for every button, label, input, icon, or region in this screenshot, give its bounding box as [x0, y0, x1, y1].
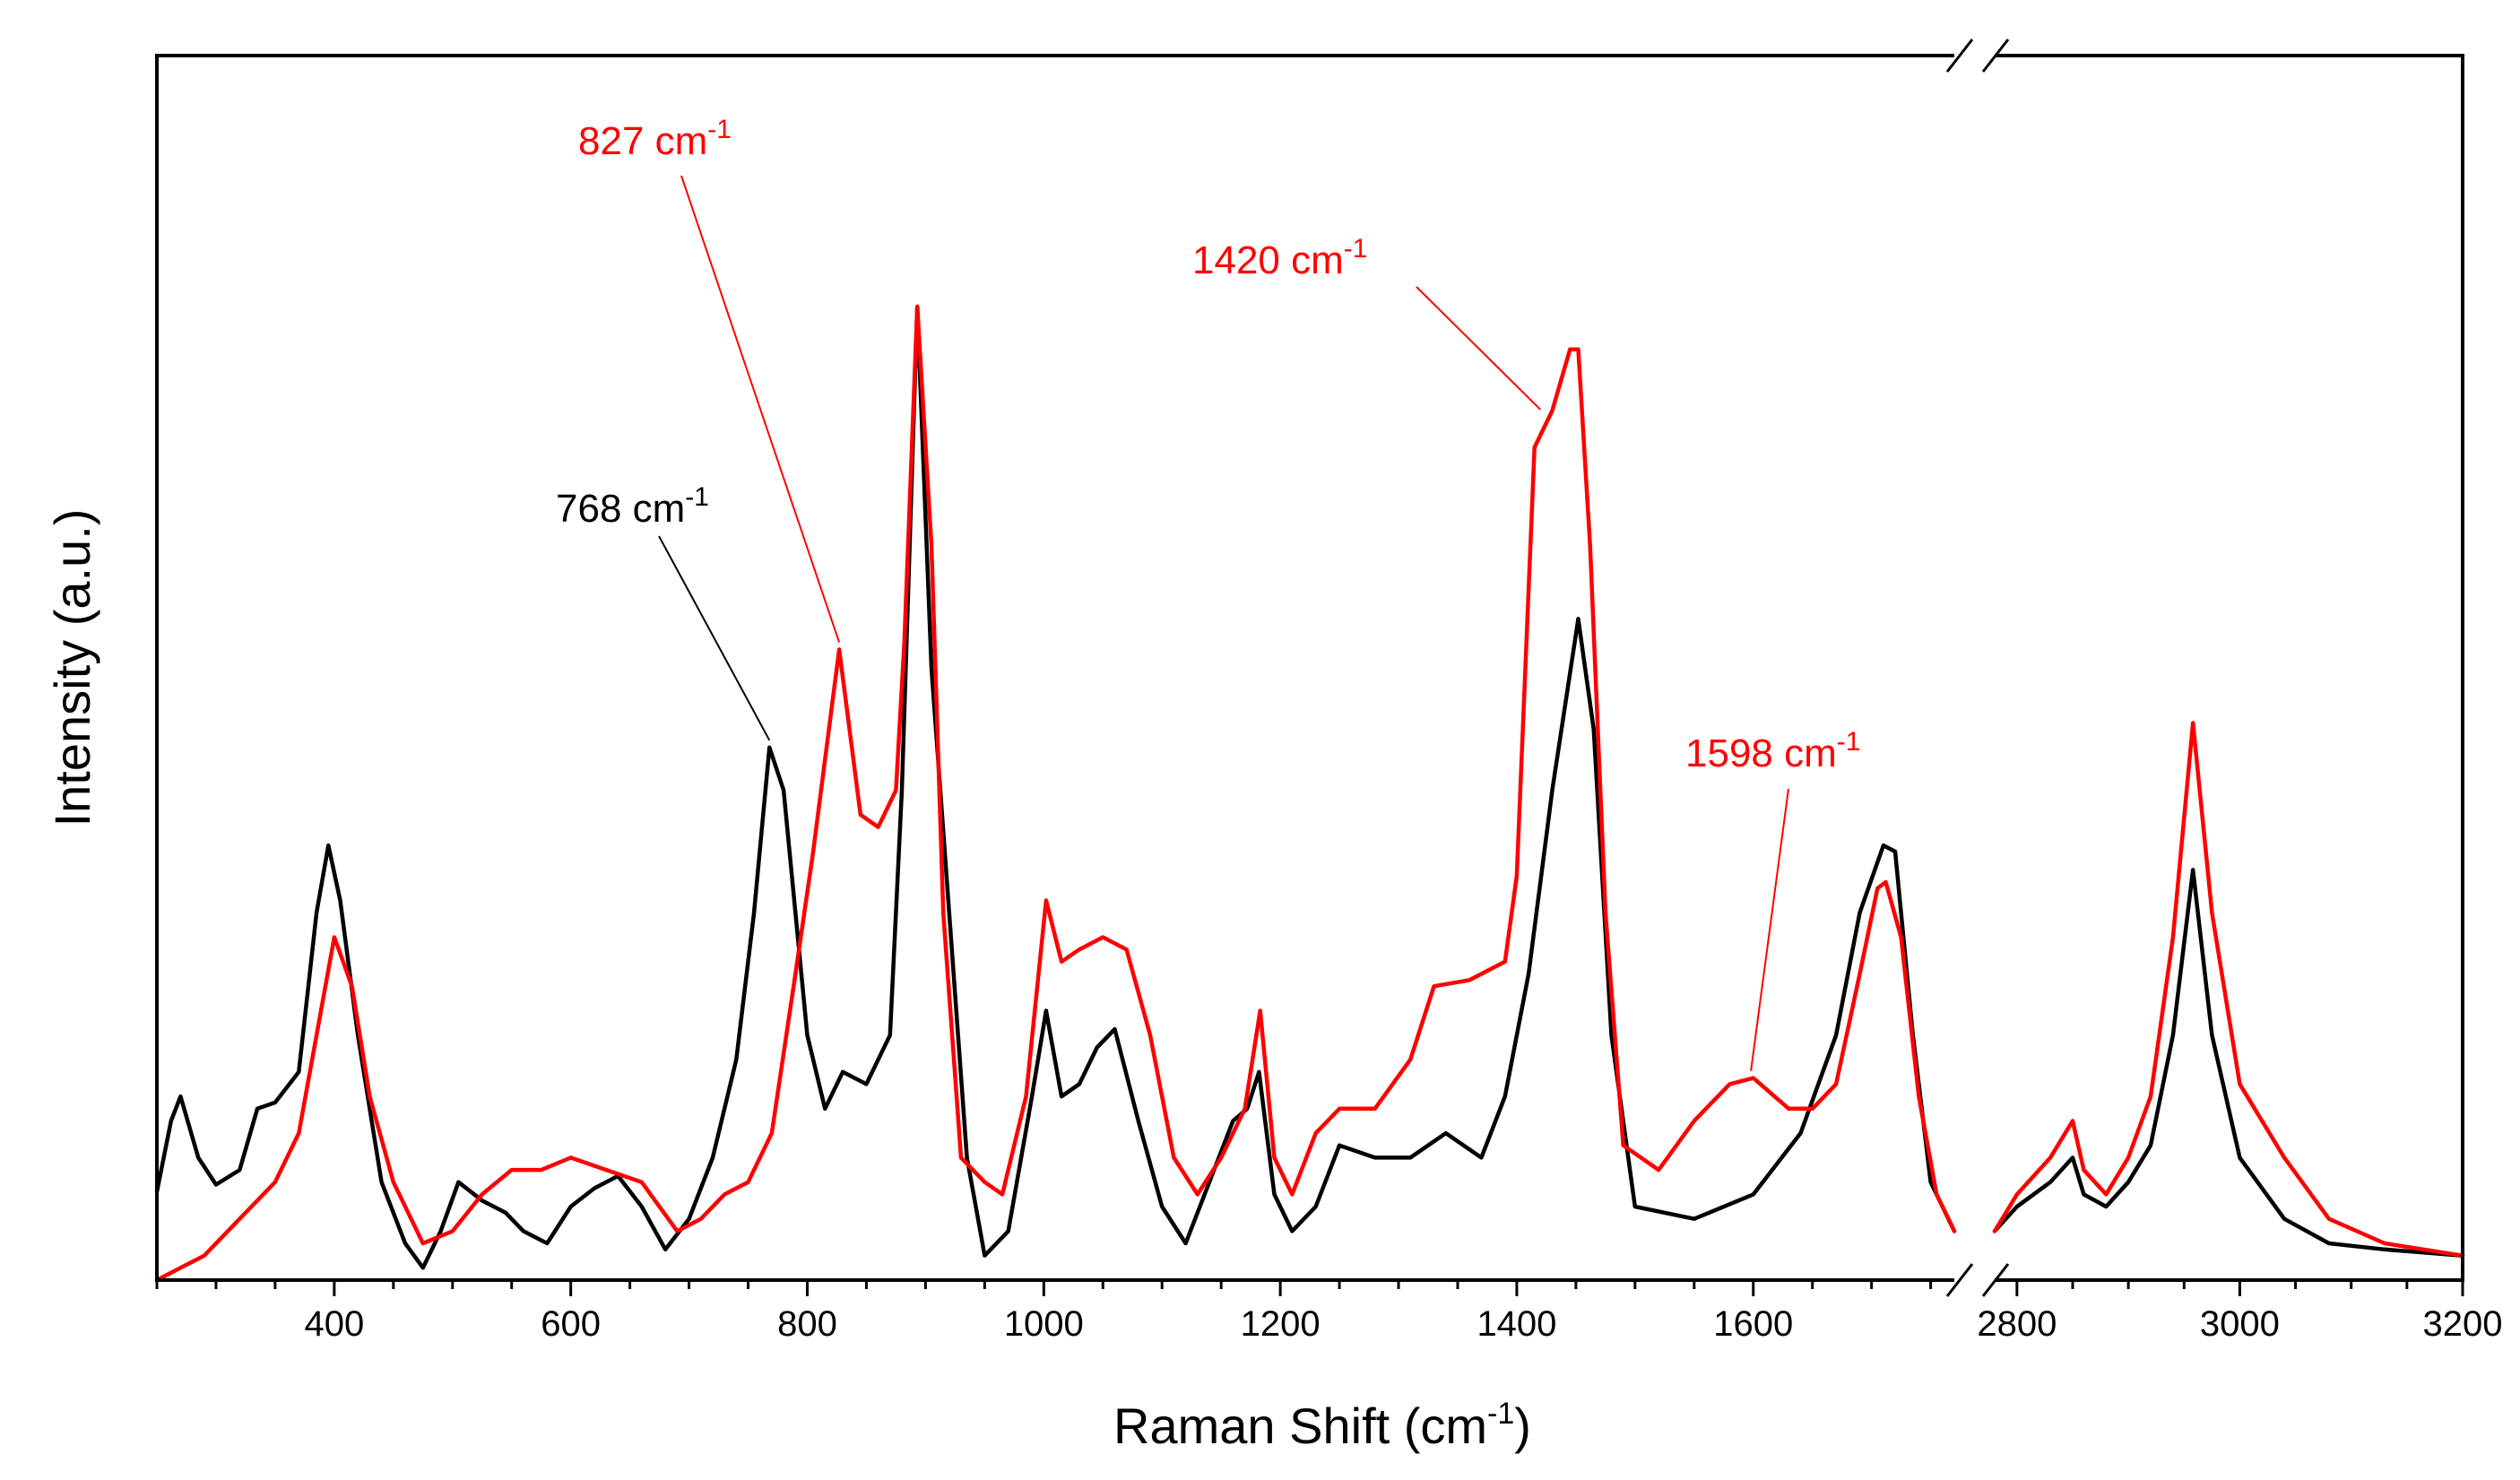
annotation-leader-3	[1750, 788, 1789, 1071]
series-red-line-2	[1992, 721, 2465, 1258]
series-black-line-2	[1992, 868, 2465, 1258]
annotation-768-sup: -1	[685, 482, 709, 512]
axis-break-gap-2	[1954, 1275, 1995, 1285]
annotation-1598: 1598 cm-1	[1685, 727, 1860, 775]
axis-break	[1945, 39, 2010, 1297]
axis-break-slash-2-1	[1945, 1263, 1974, 1297]
tick-label-1200: 1200	[1241, 1304, 1321, 1344]
tick-label-1000: 1000	[1004, 1304, 1084, 1344]
annotation-1420-label: 1420 cm	[1192, 238, 1344, 282]
axis-break-slash-1-1	[1945, 39, 1974, 73]
annotation-768-label: 768 cm	[556, 487, 685, 531]
annotation-leader-2	[1416, 286, 1542, 411]
tick-label-1400: 1400	[1476, 1304, 1556, 1344]
tick-label-600: 600	[541, 1304, 601, 1344]
axis-break-slash-2-2	[1981, 1263, 2010, 1297]
annotation-827-label: 827 cm	[578, 119, 707, 163]
series-red-line-1	[154, 304, 1957, 1283]
x-axis-title-main: Raman Shift (cm	[1113, 1398, 1487, 1454]
axis-break-gap-1	[1954, 50, 1995, 61]
tick-label-800: 800	[777, 1304, 837, 1344]
tick-label-2800: 2800	[1977, 1304, 2057, 1344]
annotation-leader-0	[658, 535, 771, 741]
tick-label-3200: 3200	[2423, 1304, 2503, 1344]
tick-label-1600: 1600	[1713, 1304, 1793, 1344]
x-axis-title-sup: -1	[1487, 1397, 1514, 1431]
plot-frame	[155, 54, 2464, 1282]
annotation-leaders	[658, 175, 1789, 1071]
x-axis-title: Raman Shift (cm-1)	[1113, 1397, 1531, 1454]
annotation-leader-1	[680, 175, 841, 643]
y-axis-title: Intensity (a.u.)	[44, 509, 100, 827]
annotation-827: 827 cm-1	[578, 115, 732, 163]
axis-break-slash-1-2	[1981, 39, 2010, 73]
annotation-1598-label: 1598 cm	[1685, 731, 1837, 775]
annotation-1420: 1420 cm-1	[1192, 234, 1367, 282]
series-layer	[154, 304, 2465, 1283]
annotation-1420-sup: -1	[1344, 234, 1368, 264]
tick-label-3000: 3000	[2200, 1304, 2280, 1344]
x-axis-ticks: 400 600 800 1000 1200 1400 1600 2800 3000 3200	[155, 1280, 2503, 1344]
annotation-827-sup: -1	[707, 115, 732, 144]
annotation-768: 768 cm-1	[556, 482, 709, 531]
tick-label-400: 400	[304, 1304, 364, 1344]
x-axis-title-tail: )	[1514, 1398, 1531, 1454]
series-black-line-1	[154, 304, 1957, 1270]
annotation-1598-sup: -1	[1837, 727, 1861, 757]
